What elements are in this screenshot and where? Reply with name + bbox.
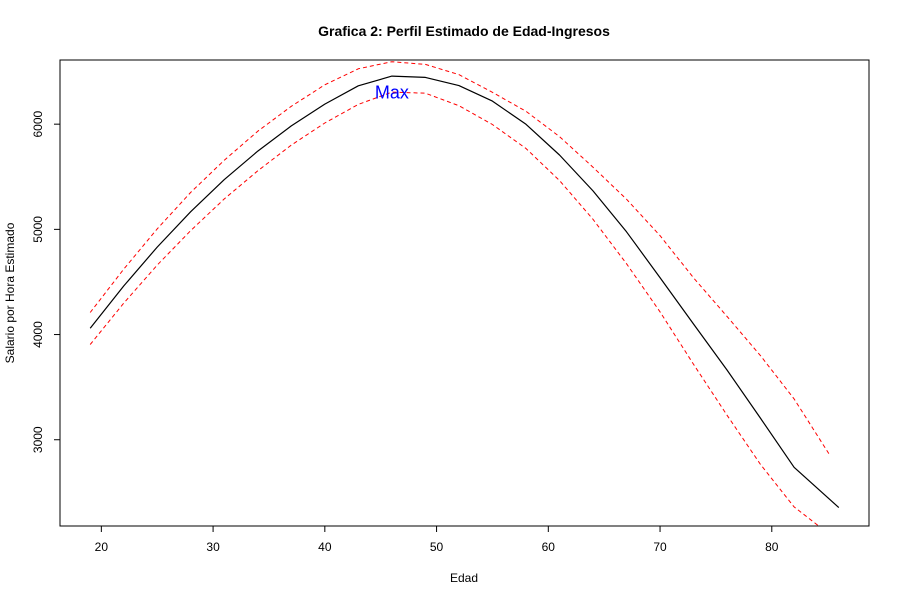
- axes: 20 30 40 50 60 70 80 3000 4000 5000 6000: [31, 110, 779, 554]
- y-tick-label: 6000: [31, 110, 45, 137]
- annotations: Max: [375, 82, 409, 102]
- x-tick-label: 40: [318, 540, 332, 554]
- series-group: [89, 61, 840, 526]
- plot-frame: [59, 59, 870, 527]
- series-line-lower-bound: [89, 91, 820, 526]
- chart-title: Grafica 2: Perfil Estimado de Edad-Ingre…: [318, 23, 610, 39]
- series-line-upper-bound: [89, 61, 831, 456]
- x-tick-label: 60: [542, 540, 556, 554]
- max-annotation: Max: [375, 82, 409, 102]
- y-tick-label: 5000: [31, 216, 45, 243]
- x-tick-label: 20: [95, 540, 109, 554]
- x-tick-label: 80: [765, 540, 779, 554]
- y-tick-label: 3000: [31, 426, 45, 453]
- y-tick-label: 4000: [31, 321, 45, 348]
- x-axis-label: Edad: [450, 571, 478, 585]
- series-line-estimate: [89, 75, 840, 509]
- x-tick-label: 70: [653, 540, 667, 554]
- y-axis-label: Salario por Hora Estimado: [3, 222, 17, 363]
- x-tick-label: 30: [206, 540, 220, 554]
- x-tick-label: 50: [430, 540, 444, 554]
